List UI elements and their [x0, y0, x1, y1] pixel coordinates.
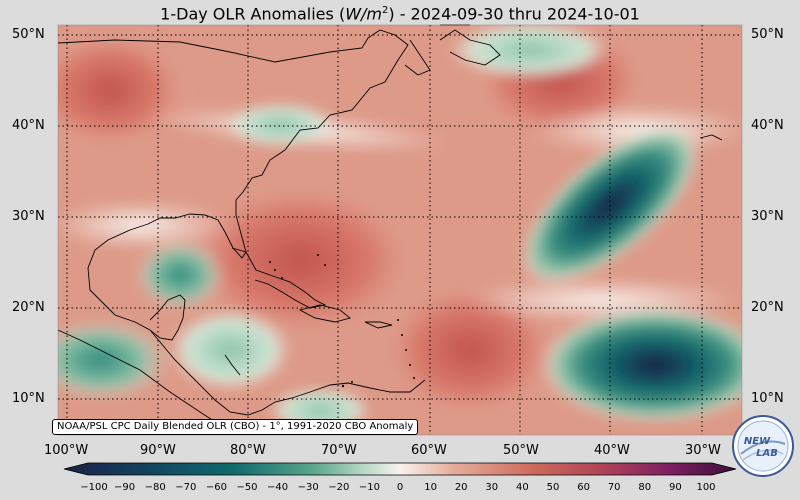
colorbar-tick-label: −100 — [80, 482, 108, 493]
lon-label: 50°W — [503, 443, 539, 458]
lon-label: 80°W — [230, 443, 266, 458]
colorbar-tick-label: −50 — [236, 482, 258, 493]
colorbar-tick-label: −60 — [205, 482, 227, 493]
colorbar-tick-label: 90 — [669, 482, 682, 493]
lat-label-right: 30°N — [751, 209, 784, 224]
colorbar — [63, 462, 737, 476]
lon-label: 70°W — [321, 443, 357, 458]
newlab-logo: NEW LAB — [732, 415, 794, 477]
lat-label-right: 20°N — [751, 300, 784, 315]
colorbar-tick-label: 100 — [696, 482, 716, 493]
island-markers — [269, 254, 415, 388]
colorbar-tick-label: 50 — [546, 482, 560, 493]
colorbar-tick-label: 30 — [485, 482, 499, 493]
colorbar-tick-label: 0 — [396, 482, 404, 493]
lat-label-left: 10°N — [12, 391, 45, 406]
lat-label-left: 50°N — [12, 27, 45, 42]
lat-label-right: 10°N — [751, 391, 784, 406]
colorbar-tick-label: −10 — [358, 482, 380, 493]
lat-label-left: 40°N — [12, 118, 45, 133]
logo-text-top: NEW — [744, 436, 771, 447]
colorbar-tick-label: 60 — [577, 482, 590, 493]
colorbar-tick-label: 40 — [516, 482, 529, 493]
colorbar-tick-label: 80 — [638, 482, 652, 493]
colorbar-tick-label: 20 — [454, 482, 468, 493]
colorbar-tick-label: −20 — [328, 482, 350, 493]
graticule — [58, 25, 742, 435]
lon-label: 40°W — [594, 443, 630, 458]
lon-label: 60°W — [411, 443, 447, 458]
lon-label: 90°W — [140, 443, 176, 458]
lon-label: 100°W — [44, 443, 89, 458]
colorbar-tick-label: −40 — [267, 482, 289, 493]
colorbar-tick-label: 10 — [424, 482, 437, 493]
colorbar-tick-label: −90 — [114, 482, 136, 493]
map-title: 1-Day OLR Anomalies (W/m2) - 2024-09-30 … — [160, 4, 640, 24]
lat-label-left: 20°N — [12, 300, 45, 315]
lat-label-right: 40°N — [751, 118, 784, 133]
logo-text-bottom: LAB — [756, 448, 778, 459]
data-source-credit: NOAA/PSL CPC Daily Blended OLR (CBO) - 1… — [52, 419, 419, 435]
lat-label-left: 30°N — [12, 209, 45, 224]
colorbar-tick-label: −30 — [297, 482, 319, 493]
colorbar-tick-label: −70 — [175, 482, 197, 493]
colorbar-tick-label: 70 — [607, 482, 621, 493]
colorbar-tick-label: −80 — [144, 482, 166, 493]
lat-label-right: 50°N — [751, 27, 784, 42]
lon-label: 30°W — [685, 443, 721, 458]
